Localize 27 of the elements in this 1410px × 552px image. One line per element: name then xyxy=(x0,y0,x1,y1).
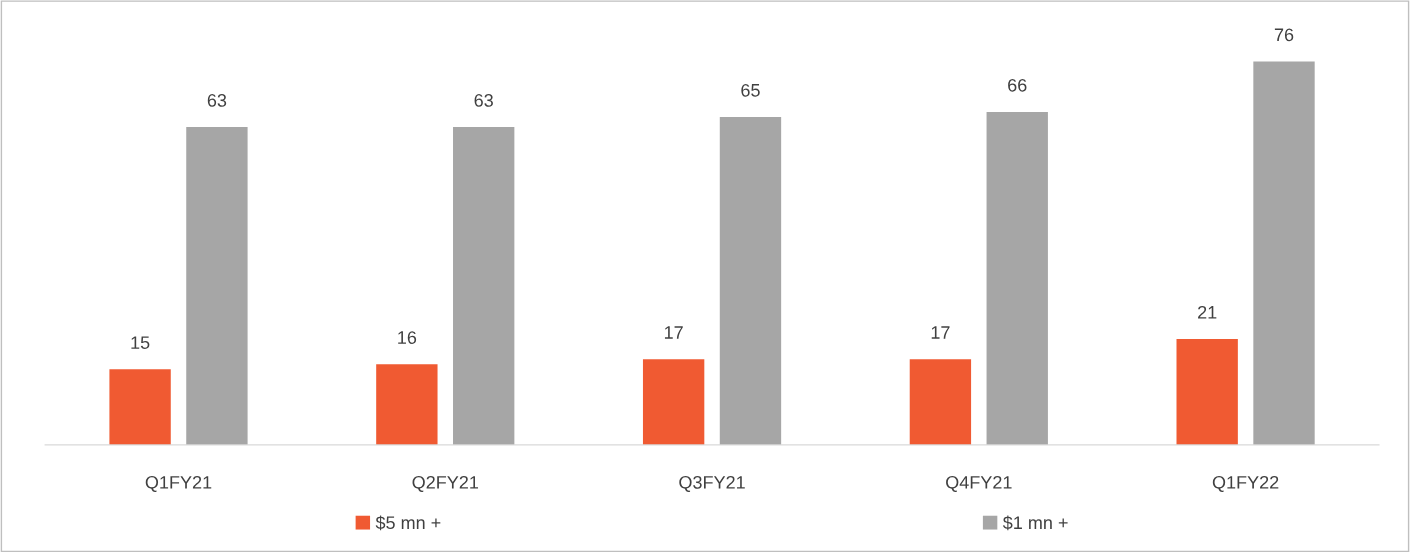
data-label: 63 xyxy=(207,94,227,107)
bar xyxy=(1176,338,1238,445)
x-tick-label: Q1FY22 xyxy=(1212,475,1279,492)
data-label: 16 xyxy=(398,331,417,344)
bar xyxy=(1253,61,1315,445)
x-tick-label: Q3FY21 xyxy=(679,475,745,492)
bar xyxy=(719,116,782,445)
legend-label: $1 mn + xyxy=(1002,515,1068,531)
legend-label: $5 mn + xyxy=(375,515,441,531)
bar xyxy=(909,359,972,445)
bar xyxy=(986,111,1048,445)
data-label: 76 xyxy=(1274,28,1294,42)
data-label: 17 xyxy=(931,326,950,339)
data-label: 15 xyxy=(131,336,150,349)
x-tick-label: Q2FY21 xyxy=(412,475,479,492)
x-tick-label: Q1FY21 xyxy=(145,475,212,492)
x-tick-label: Q4FY21 xyxy=(946,475,1012,492)
bar xyxy=(109,369,171,445)
bar xyxy=(376,364,438,445)
bar xyxy=(642,359,705,445)
bar xyxy=(186,127,248,445)
data-label: 21 xyxy=(1198,305,1217,319)
bar xyxy=(453,127,515,445)
data-label: 63 xyxy=(474,94,493,107)
data-label: 65 xyxy=(741,83,760,97)
data-label: 17 xyxy=(664,326,683,339)
data-label: 66 xyxy=(1008,78,1027,92)
